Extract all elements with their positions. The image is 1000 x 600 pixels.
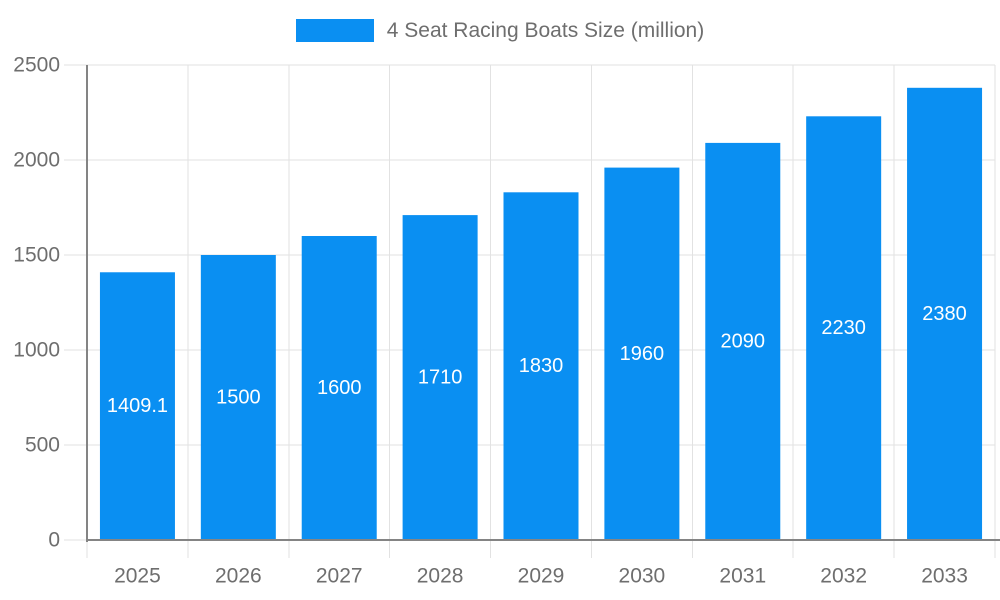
x-tick-label: 2030: [619, 565, 666, 588]
y-tick-label: 2500: [13, 54, 60, 77]
bar[interactable]: [907, 87, 983, 541]
bar-value-label: 1500: [216, 387, 261, 409]
bar[interactable]: [402, 215, 478, 540]
y-tick-label: 1000: [13, 339, 60, 362]
bar[interactable]: [604, 167, 680, 540]
y-tick-label: 2000: [13, 149, 60, 172]
x-tick-label: 2025: [114, 565, 161, 588]
bar-value-label: 1409.1: [107, 395, 168, 417]
y-tick-label: 0: [48, 529, 60, 552]
y-tick-label: 500: [25, 434, 60, 457]
bar[interactable]: [806, 116, 882, 541]
x-tick-label: 2032: [820, 565, 867, 588]
bar[interactable]: [705, 142, 781, 540]
legend-item[interactable]: 4 Seat Racing Boats Size (million): [295, 19, 705, 42]
bar[interactable]: [301, 236, 377, 540]
bar[interactable]: [503, 192, 579, 541]
x-tick-label: 2033: [921, 565, 968, 588]
legend-swatch-icon: [295, 19, 374, 42]
bar[interactable]: [200, 255, 276, 540]
bar-value-label: 1710: [418, 367, 463, 389]
x-tick-label: 2031: [719, 565, 766, 588]
bar-value-label: 1600: [317, 377, 362, 399]
bar[interactable]: [99, 272, 175, 540]
legend-label: 4 Seat Racing Boats Size (million): [386, 19, 705, 42]
bar-value-label: 1960: [620, 343, 665, 365]
x-tick-label: 2029: [518, 565, 565, 588]
bar-value-label: 2090: [721, 330, 766, 352]
bar-value-label: 2380: [922, 303, 967, 325]
y-tick-label: 1500: [13, 244, 60, 267]
x-tick-label: 2028: [417, 565, 464, 588]
bar-value-label: 1830: [519, 355, 564, 377]
legend: 4 Seat Racing Boats Size (million): [0, 19, 1000, 42]
x-tick-label: 2027: [316, 565, 363, 588]
bar-value-label: 2230: [821, 317, 866, 339]
x-tick-label: 2026: [215, 565, 262, 588]
